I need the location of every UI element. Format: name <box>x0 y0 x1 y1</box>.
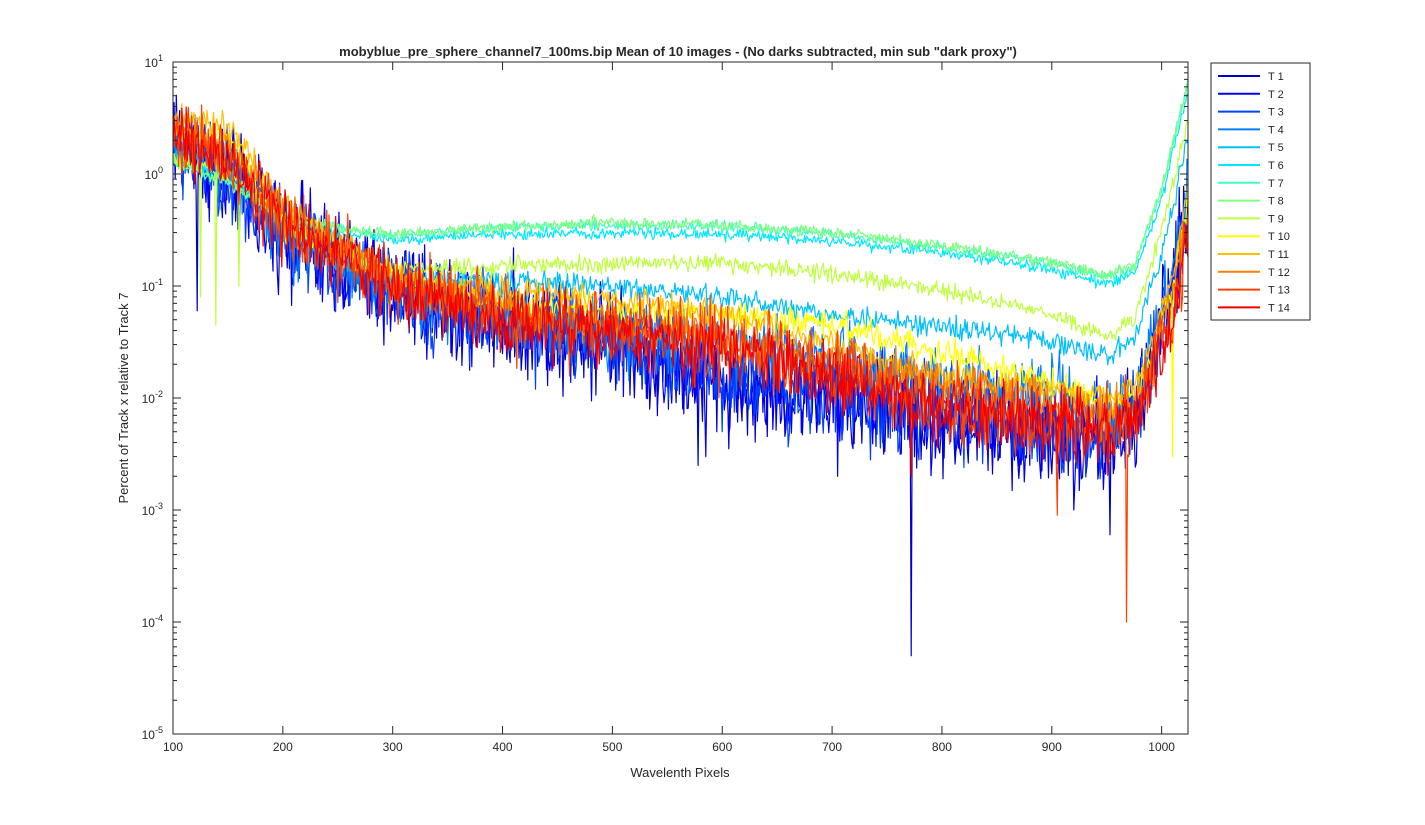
y-tick-label: 100 <box>145 165 163 182</box>
y-tick-label: 101 <box>145 53 163 70</box>
legend-label: T 5 <box>1268 142 1284 154</box>
legend-label: T 9 <box>1268 213 1284 225</box>
x-tick-label: 200 <box>273 740 293 754</box>
x-tick-label: 900 <box>1042 740 1062 754</box>
legend-label: T 4 <box>1268 124 1284 136</box>
legend: T 1 T 2 T 3 T 4 T 5 T 6 T 7 T 8 T 9 T 10 T 11 T 12 T… <box>1210 62 1311 321</box>
chart-title: mobyblue_pre_sphere_channel7_100ms.bip M… <box>339 44 1017 59</box>
legend-label: T 10 <box>1268 231 1290 243</box>
legend-label: T 3 <box>1268 107 1284 119</box>
legend-label: T 8 <box>1268 196 1284 208</box>
legend-label: T 13 <box>1268 285 1290 297</box>
series-line-14 <box>173 106 1188 477</box>
x-tick-label: 700 <box>822 740 842 754</box>
y-tick-label: 10-1 <box>142 277 163 294</box>
y-tick-label: 10-2 <box>142 389 163 406</box>
x-tick-label: 500 <box>602 740 622 754</box>
y-axis-label: Percent of Track x relative to Track 7 <box>116 293 131 504</box>
plot-area: 100 200 300 400 500 600 700 800 900 1000 10110010… <box>142 53 1189 754</box>
y-tick-label: 10-5 <box>142 725 163 742</box>
legend-label: T 11 <box>1268 249 1289 261</box>
x-axis-label: Wavelenth Pixels <box>630 765 730 780</box>
x-axis: 100 200 300 400 500 600 700 800 900 1000 <box>163 62 1175 754</box>
legend-label: T 7 <box>1268 178 1284 190</box>
legend-label: T 14 <box>1268 302 1290 314</box>
series-line-8 <box>173 81 1188 280</box>
legend-box <box>1210 62 1311 321</box>
y-tick-label: 10-4 <box>142 613 163 630</box>
y-tick-label: 10-3 <box>142 501 163 518</box>
legend-label: T 6 <box>1268 160 1284 172</box>
legend-label: T 2 <box>1268 89 1284 101</box>
legend-label: T 1 <box>1268 71 1284 83</box>
x-tick-label: 300 <box>383 740 403 754</box>
legend-label: T 12 <box>1268 267 1290 279</box>
y-axis: 101 100 10-1 10-2 10-3 10-4 10-5 <box>142 53 1188 742</box>
series-layer <box>173 79 1188 657</box>
series-line-2 <box>173 94 1188 511</box>
legend-items: T 1 T 2 T 3 T 4 T 5 T 6 T 7 T 8 T 9 T 10 T 11 T 12 T… <box>1218 71 1290 314</box>
x-tick-label: 100 <box>163 740 183 754</box>
x-tick-label: 800 <box>932 740 952 754</box>
x-tick-label: 1000 <box>1148 740 1175 754</box>
x-tick-label: 600 <box>712 740 732 754</box>
x-tick-label: 400 <box>493 740 513 754</box>
